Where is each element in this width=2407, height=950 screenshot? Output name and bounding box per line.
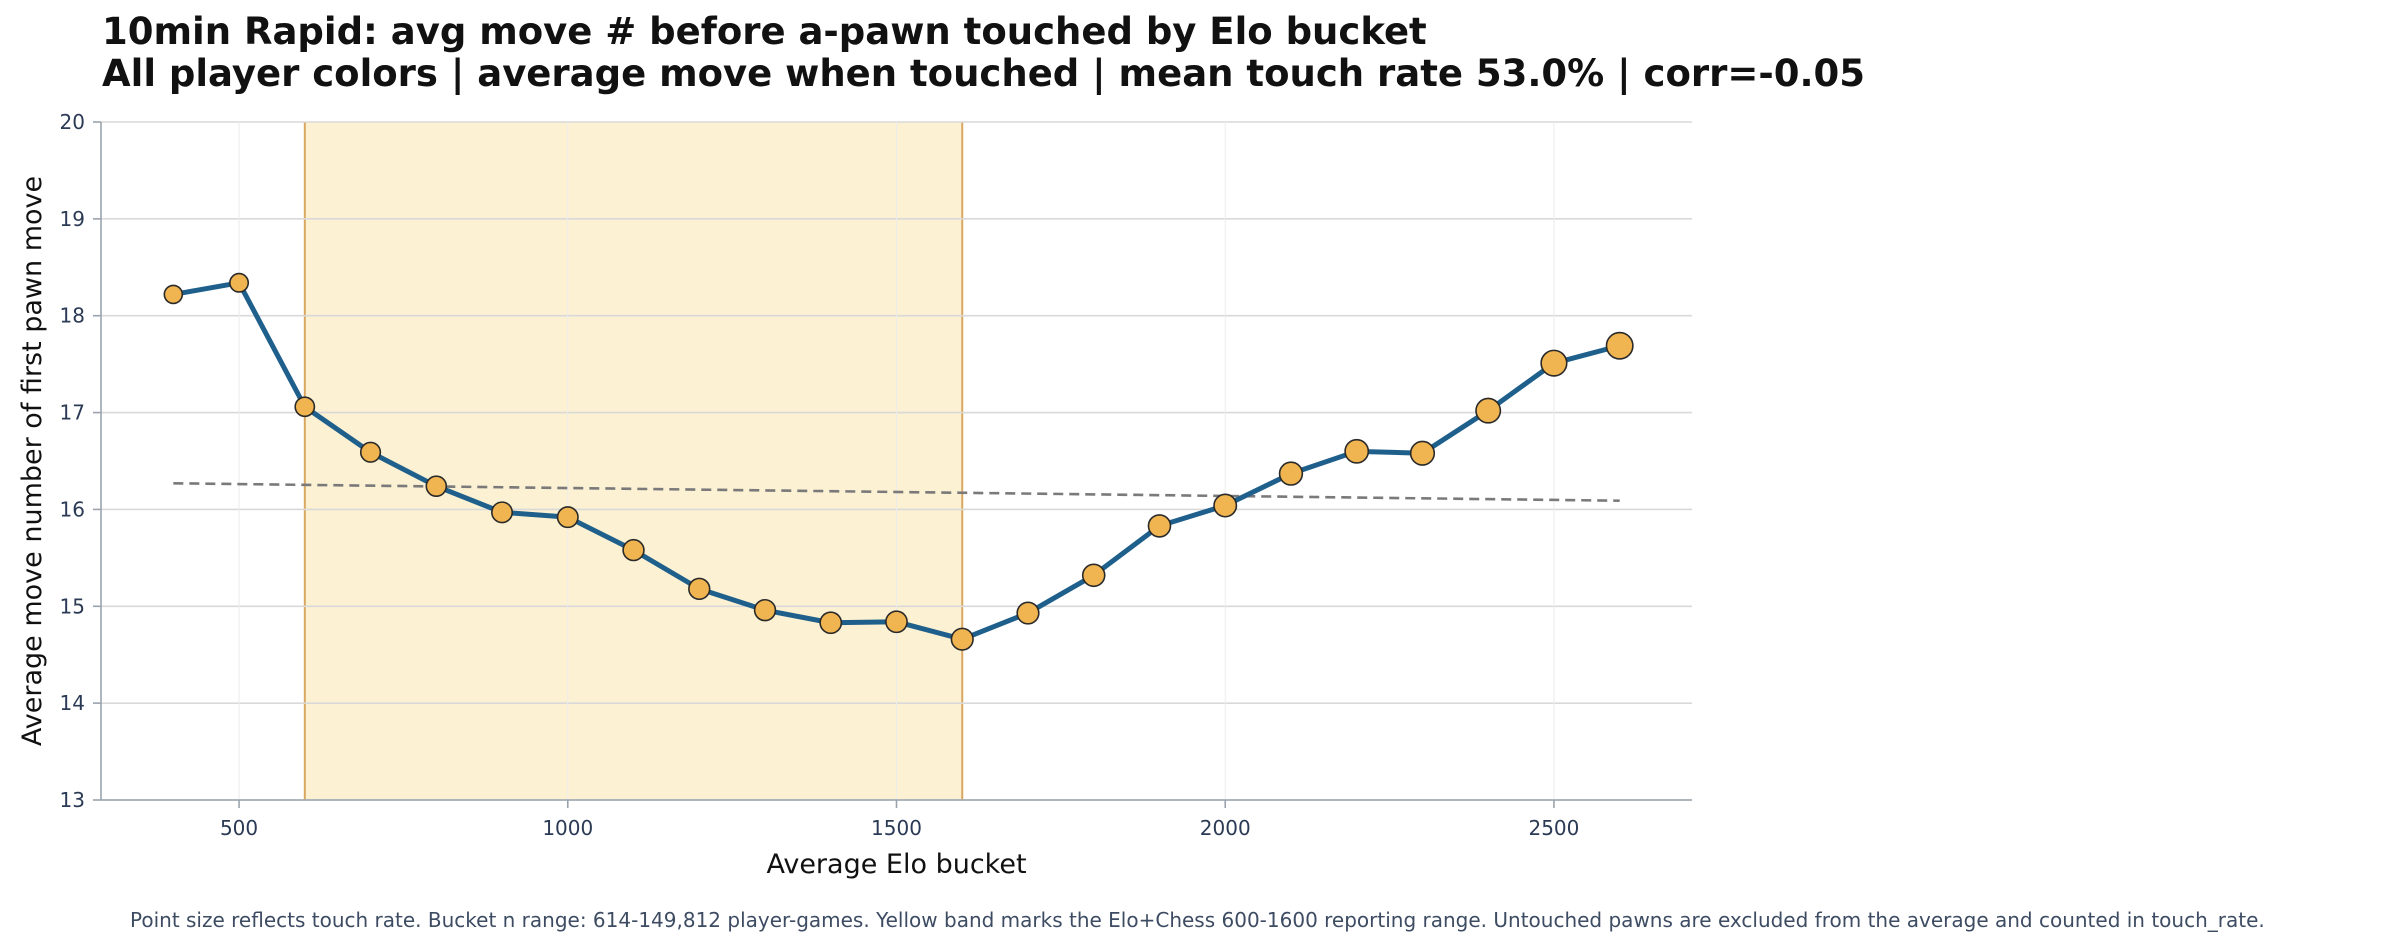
data-point — [1605, 331, 1634, 360]
trend-line — [173, 481, 1620, 503]
data-point — [1475, 397, 1502, 424]
data-point — [359, 441, 382, 463]
y-tick-label: 14 — [60, 691, 85, 715]
data-point — [950, 627, 974, 651]
y-tick-label: 13 — [60, 788, 85, 812]
series-group — [163, 272, 1634, 651]
y-tick-label: 19 — [60, 207, 85, 231]
footnote: Point size reflects touch rate. Bucket n… — [130, 908, 2265, 932]
data-point — [1147, 514, 1172, 538]
y-tick-label: 15 — [60, 594, 85, 618]
x-tick-label: 1000 — [542, 816, 593, 840]
axes-group — [93, 121, 1692, 808]
x-axis-label: Average Elo bucket — [766, 849, 1026, 880]
x-tick-label: 500 — [220, 816, 258, 840]
tick-labels-group: 13 14 15 16 17 18 19 20 500 1000 1500 2000 2500 — [60, 110, 1580, 840]
data-point — [163, 284, 184, 305]
x-tick-label: 2000 — [1200, 816, 1251, 840]
data-point — [229, 272, 250, 293]
data-point — [885, 610, 908, 634]
y-tick-label: 18 — [60, 304, 85, 328]
data-point — [556, 506, 579, 529]
data-point — [1344, 438, 1370, 464]
data-point — [1278, 461, 1304, 486]
data-point — [1409, 440, 1436, 466]
data-point — [622, 538, 645, 562]
trend-group — [173, 481, 1620, 503]
data-point — [688, 577, 711, 601]
chart-subtitle: All player colors | average move when to… — [102, 52, 1866, 95]
data-point — [1213, 493, 1238, 518]
chart-title: 10min Rapid: avg move # before a-pawn to… — [102, 10, 1427, 53]
y-axis-label: Average move number of first pawn move — [17, 176, 48, 746]
data-point — [491, 501, 514, 524]
y-tick-label: 17 — [60, 401, 85, 425]
data-point — [819, 611, 843, 635]
data-point — [1540, 349, 1568, 377]
data-point — [1016, 601, 1040, 625]
y-tick-label: 16 — [60, 497, 85, 521]
highlight-band-group — [303, 122, 964, 800]
x-tick-label: 2500 — [1528, 816, 1579, 840]
data-point — [1081, 563, 1106, 588]
data-point — [294, 396, 316, 418]
highlight-band — [304, 122, 963, 800]
data-point — [425, 475, 448, 497]
data-point — [753, 598, 777, 622]
grid-group — [101, 121, 1692, 801]
x-tick-label: 1500 — [871, 816, 922, 840]
y-tick-label: 20 — [60, 110, 85, 134]
